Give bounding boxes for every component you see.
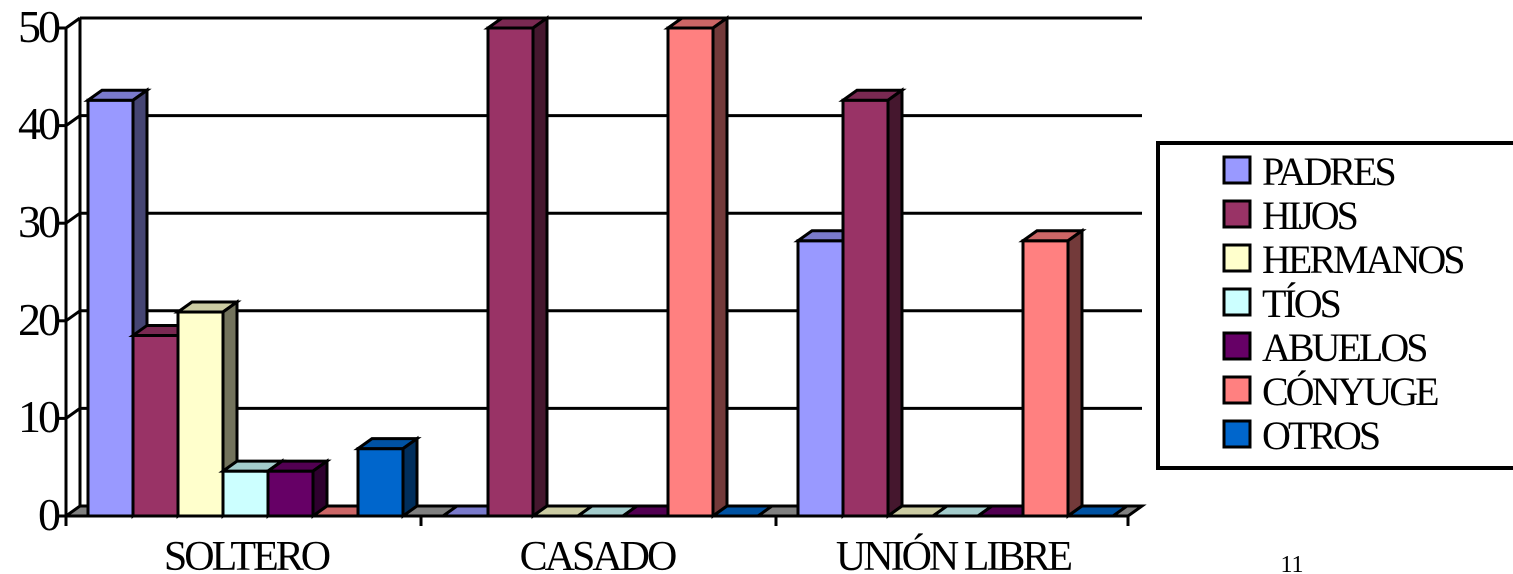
bars — [83, 15, 1132, 519]
page-number: 11 — [1280, 552, 1303, 574]
gridline-side — [65, 211, 81, 225]
legend: PADRESHIJOSHERMANOSTÍOSABUELOSCÓNYUGEOTR… — [1156, 141, 1513, 470]
legend-item-otros: OTROS — [1222, 413, 1382, 458]
legend-item-tíos: TÍOS — [1222, 281, 1343, 326]
bar-top — [708, 504, 777, 518]
bar-side — [886, 87, 904, 519]
bar-hijos-2 — [483, 15, 552, 519]
bar-front — [221, 469, 270, 518]
legend-item-hermanos: HERMANOS — [1222, 237, 1466, 282]
bar-abuelos-1 — [263, 458, 332, 519]
bar-top — [1063, 504, 1132, 518]
legend-label: HERMANOS — [1262, 237, 1463, 282]
x-axis-categories: SOLTERO CASADO UNIÓN LIBRE — [164, 533, 1074, 574]
bar-otros-1 — [353, 435, 422, 519]
y-axis-ticks: 0 10 20 30 40 50 — [18, 1, 63, 540]
bar-front — [266, 469, 315, 518]
y-tick-label: 50 — [18, 1, 60, 52]
y-tick-label: 0 — [38, 489, 60, 540]
gridline-side — [65, 407, 81, 420]
bar-front — [86, 98, 135, 518]
legend-label: CÓNYUGE — [1262, 369, 1438, 414]
bar-otros-3 — [1063, 504, 1132, 518]
bar-side — [1066, 227, 1084, 519]
legend-swatch — [1222, 243, 1252, 273]
legend-label: HIJOS — [1262, 193, 1357, 238]
legend-label: ABUELOS — [1262, 325, 1426, 370]
y-tick-label: 30 — [18, 196, 60, 247]
legend-swatch — [1222, 331, 1252, 361]
bar-front — [1021, 239, 1070, 518]
legend-item-cónyuge: CÓNYUGE — [1222, 369, 1441, 414]
bar-otros-2 — [708, 504, 777, 518]
category-label-soltero: SOLTERO — [164, 534, 330, 574]
legend-swatch — [1222, 375, 1252, 405]
y-tick-label: 40 — [18, 98, 60, 149]
legend-box — [1156, 141, 1513, 470]
legend-label: TÍOS — [1262, 281, 1340, 326]
gridlines — [65, 16, 1142, 420]
legend-swatch — [1222, 155, 1252, 185]
bar-front — [796, 239, 845, 518]
bar-hijos-3 — [838, 87, 907, 519]
bar-side — [401, 435, 419, 519]
gridline-side — [65, 309, 81, 323]
legend-item-abuelos: ABUELOS — [1222, 325, 1429, 370]
gridline-side — [65, 114, 81, 127]
legend-item-padres: PADRES — [1222, 149, 1397, 194]
y-tick-label: 20 — [18, 294, 60, 345]
bar-front — [356, 447, 405, 518]
bar-front — [176, 310, 225, 518]
bar-cónyuge-3 — [1018, 227, 1087, 519]
bar-front — [666, 26, 715, 518]
legend-label: OTROS — [1262, 413, 1379, 458]
bar-cónyuge-2 — [663, 15, 732, 519]
category-label-casado: CASADO — [520, 534, 676, 574]
legend-swatch — [1222, 287, 1252, 317]
legend-label: PADRES — [1262, 149, 1394, 194]
bar-side — [711, 15, 729, 519]
bar-front — [131, 333, 180, 518]
legend-swatch — [1222, 199, 1252, 229]
legend-item-hijos: HIJOS — [1222, 193, 1360, 238]
bar-front — [486, 26, 535, 518]
gridline-side — [65, 16, 81, 30]
y-tick-label: 10 — [18, 391, 60, 442]
bar-side — [531, 15, 549, 519]
legend-swatch — [1222, 419, 1252, 449]
category-label-union-libre: UNIÓN LIBRE — [836, 533, 1071, 574]
bar-front — [841, 98, 890, 518]
bar-padres-1 — [83, 87, 152, 519]
